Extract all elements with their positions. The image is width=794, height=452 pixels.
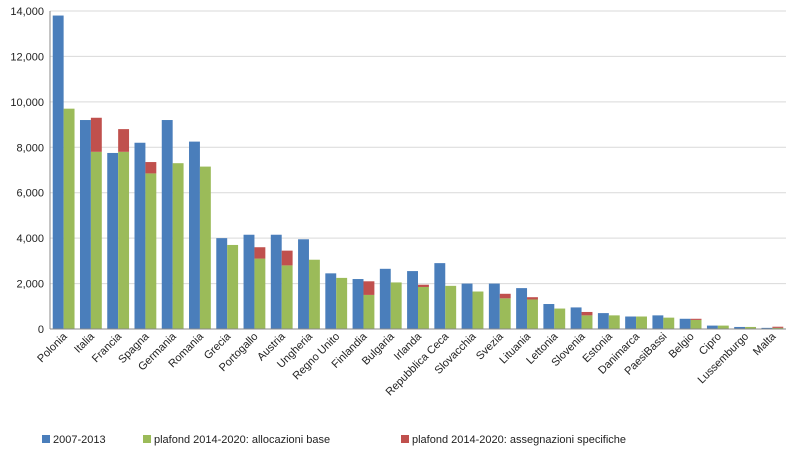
bar-allocazioni-base <box>554 308 566 329</box>
bar-2007-2013 <box>161 120 173 330</box>
bar-2007-2013 <box>434 263 446 329</box>
legend-swatch <box>401 435 409 443</box>
bar-allocazioni-base <box>336 277 348 329</box>
bar-allocazioni-base <box>199 166 211 329</box>
bar-2007-2013 <box>488 283 500 329</box>
bar-assegnazioni-specifiche <box>118 129 130 152</box>
bar-2007-2013 <box>625 316 637 329</box>
bar-assegnazioni-specifiche <box>499 293 511 299</box>
bar-allocazioni-base <box>308 259 320 329</box>
bar-allocazioni-base <box>418 286 429 329</box>
bar-assegnazioni-specifiche <box>581 311 593 316</box>
y-tick-label: 2,000 <box>16 279 44 291</box>
bar-allocazioni-base <box>390 282 402 329</box>
legend-label: plafond 2014-2020: allocazioni base <box>154 434 330 446</box>
bar-2007-2013 <box>352 279 364 329</box>
bar-allocazioni-base <box>690 319 702 329</box>
y-tick-label: 0 <box>38 324 44 336</box>
bar-assegnazioni-specifiche <box>254 247 266 259</box>
bar-2007-2013 <box>134 142 146 329</box>
bars <box>52 15 784 330</box>
bar-2007-2013 <box>298 239 309 329</box>
bar-2007-2013 <box>79 120 91 330</box>
legend: 2007-2013 plafond 2014-2020: allocazioni … <box>42 434 626 446</box>
legend-label: 2007-2013 <box>53 434 106 446</box>
bar-allocazioni-base <box>636 316 647 329</box>
bar-2007-2013 <box>761 327 773 329</box>
bar-2007-2013 <box>270 234 282 329</box>
bar-allocazioni-base <box>227 244 239 329</box>
x-tick-label: Malta <box>751 330 779 358</box>
bar-allocazioni-base <box>172 163 184 329</box>
bar-2007-2013 <box>652 315 664 329</box>
legend-swatch <box>143 435 151 443</box>
bar-assegnazioni-specifiche <box>281 250 293 266</box>
bar-2007-2013 <box>107 152 119 329</box>
bar-allocazioni-base <box>118 151 130 329</box>
bar-assegnazioni-specifiche <box>690 318 702 320</box>
bar-2007-2013 <box>570 307 582 329</box>
y-tick-label: 12,000 <box>10 51 44 63</box>
y-tick-label: 14,000 <box>10 6 44 18</box>
bar-allocazioni-base <box>90 151 102 329</box>
bar-2007-2013 <box>597 313 609 329</box>
bar-2007-2013 <box>216 238 228 329</box>
bar-2007-2013 <box>243 234 255 329</box>
bar-assegnazioni-specifiche <box>772 326 784 328</box>
bar-2007-2013 <box>543 304 555 329</box>
bar-allocazioni-base <box>663 317 675 329</box>
bar-allocazioni-base <box>281 265 293 329</box>
y-tick-label: 8,000 <box>16 142 44 154</box>
bar-allocazioni-base <box>745 326 757 329</box>
bar-2007-2013 <box>679 318 691 329</box>
bar-allocazioni-base <box>363 294 375 329</box>
bar-2007-2013 <box>516 288 528 329</box>
legend-swatch <box>42 435 50 443</box>
bar-assegnazioni-specifiche <box>418 284 429 287</box>
bar-2007-2013 <box>734 326 746 329</box>
bar-allocazioni-base <box>608 315 620 329</box>
bar-assegnazioni-specifiche <box>527 297 538 300</box>
bar-2007-2013 <box>52 15 64 330</box>
bar-allocazioni-base <box>63 108 75 330</box>
x-tick-label: Belgio <box>667 331 697 361</box>
bar-allocazioni-base <box>581 315 593 329</box>
y-tick-label: 10,000 <box>10 97 44 109</box>
bar-assegnazioni-specifiche <box>145 162 157 174</box>
bar-2007-2013 <box>379 268 391 329</box>
bar-2007-2013 <box>706 325 718 329</box>
y-tick-label: 6,000 <box>16 188 44 200</box>
bar-allocazioni-base <box>472 291 484 329</box>
bar-allocazioni-base <box>527 299 538 329</box>
bar-allocazioni-base <box>145 173 157 329</box>
bar-2007-2013 <box>407 271 418 329</box>
bar-2007-2013 <box>461 283 473 329</box>
bar-2007-2013 <box>325 273 337 329</box>
bar-assegnazioni-specifiche <box>90 117 102 152</box>
bar-allocazioni-base <box>254 258 266 329</box>
bar-assegnazioni-specifiche <box>363 281 375 295</box>
bar-2007-2013 <box>189 141 200 329</box>
bar-allocazioni-base <box>499 298 511 329</box>
legend-label: plafond 2014-2020: assegnazioni specific… <box>412 434 626 446</box>
y-tick-label: 4,000 <box>16 233 44 245</box>
bar-allocazioni-base <box>717 325 729 329</box>
bar-allocazioni-base <box>445 285 457 329</box>
bar-allocazioni-base <box>772 327 784 329</box>
